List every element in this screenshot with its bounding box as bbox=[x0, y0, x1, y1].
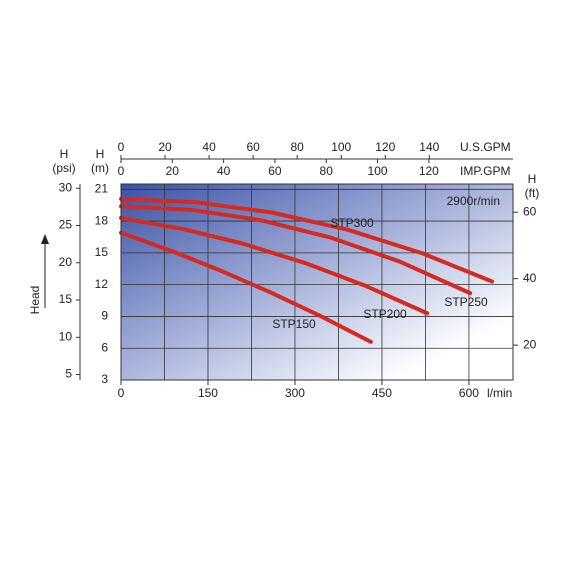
y-tick-label: 15 bbox=[95, 245, 109, 259]
psi-unit: (psi) bbox=[52, 161, 75, 175]
y-tick-label: 3 bbox=[101, 372, 108, 386]
curve-label: STP200 bbox=[363, 307, 407, 321]
y-axis-label: Head bbox=[28, 286, 42, 315]
top-tick-label: 40 bbox=[202, 140, 216, 154]
psi-tick-label: 10 bbox=[59, 329, 73, 343]
top-tick-label: 20 bbox=[158, 140, 172, 154]
top2-tick-label: 80 bbox=[320, 164, 334, 178]
curve-label: STP250 bbox=[444, 295, 488, 309]
top-tick-label: 80 bbox=[291, 140, 305, 154]
top2-tick-label: 40 bbox=[217, 164, 231, 178]
head-arrowhead bbox=[41, 234, 49, 244]
top-tick-label: 60 bbox=[246, 140, 260, 154]
chart-layer bbox=[119, 184, 513, 381]
m-symbol: H bbox=[96, 147, 105, 161]
top-tick-label: 120 bbox=[375, 140, 395, 154]
y-tick-label: 12 bbox=[95, 277, 109, 291]
pump-curve bbox=[119, 215, 430, 316]
top2-tick-label: 20 bbox=[166, 164, 180, 178]
y-tick-label: 18 bbox=[95, 213, 109, 227]
psi-tick-label: 25 bbox=[59, 218, 73, 232]
top-axis-label: U.S.GPM bbox=[460, 140, 511, 154]
plot-area bbox=[121, 184, 513, 380]
y-tick-label: 21 bbox=[95, 181, 109, 195]
m-unit: (m) bbox=[91, 161, 109, 175]
top-axis2-label: IMP.GPM bbox=[460, 164, 510, 178]
psi-tick-label: 15 bbox=[59, 292, 73, 306]
psi-tick-label: 30 bbox=[59, 180, 73, 194]
x-tick-label: 150 bbox=[198, 386, 218, 400]
top2-tick-label: 120 bbox=[419, 164, 439, 178]
y-tick-label: 9 bbox=[101, 309, 108, 323]
psi-tick-label: 20 bbox=[59, 255, 73, 269]
ft-tick-label: 20 bbox=[523, 337, 537, 351]
top-tick-label: 0 bbox=[118, 140, 125, 154]
x-tick-label: 600 bbox=[459, 386, 479, 400]
curve-label: STP300 bbox=[330, 216, 374, 230]
top2-tick-label: 100 bbox=[368, 164, 388, 178]
top-tick-label: 140 bbox=[419, 140, 439, 154]
psi-tick-label: 5 bbox=[65, 367, 72, 381]
ft-tick-label: 60 bbox=[523, 204, 537, 218]
pump-curve bbox=[119, 204, 473, 296]
annotation: 2900r/min bbox=[447, 194, 500, 208]
pump-curve bbox=[119, 230, 373, 344]
top2-tick-label: 0 bbox=[118, 164, 125, 178]
top-tick-label: 100 bbox=[331, 140, 351, 154]
x-axis-label: l/min bbox=[487, 386, 512, 400]
plot-border bbox=[120, 183, 514, 381]
top2-tick-label: 60 bbox=[268, 164, 282, 178]
pump-curve bbox=[119, 196, 495, 284]
ft-symbol: H bbox=[528, 172, 537, 186]
x-tick-label: 300 bbox=[285, 386, 305, 400]
psi-symbol: H bbox=[60, 147, 69, 161]
curve-label: STP150 bbox=[272, 317, 316, 331]
x-tick-label: 0 bbox=[118, 386, 125, 400]
y-tick-label: 6 bbox=[101, 340, 108, 354]
x-tick-label: 450 bbox=[372, 386, 392, 400]
ft-unit: (ft) bbox=[525, 186, 540, 200]
ft-tick-label: 40 bbox=[523, 271, 537, 285]
